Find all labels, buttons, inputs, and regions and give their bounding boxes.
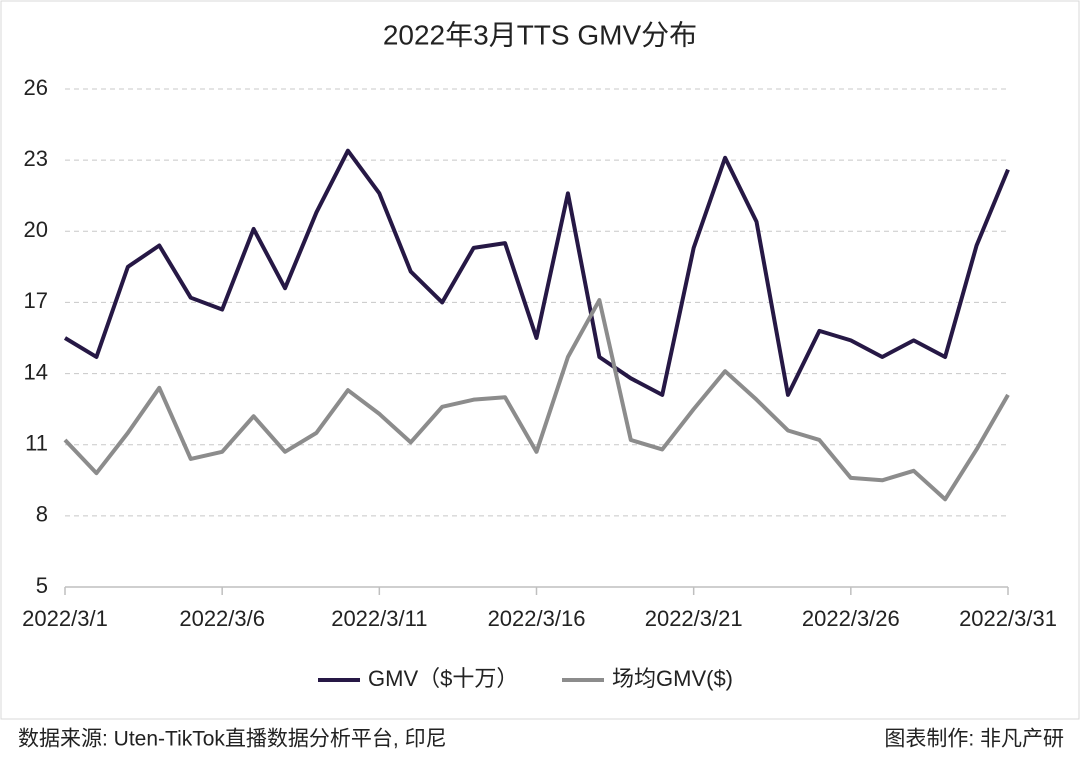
x-tick-label: 2022/3/31 <box>959 606 1057 631</box>
source-note: 数据来源: Uten-TikTok直播数据分析平台, 印尼 <box>18 728 447 751</box>
x-tick-label: 2022/3/11 <box>331 606 427 631</box>
chart-frame <box>0 0 1080 720</box>
series-line <box>63 148 1010 397</box>
chart-title: 2022年3月TTS GMV分布 <box>383 19 697 50</box>
x-tick-label: 2022/3/26 <box>802 606 900 631</box>
x-tick-label: 2022/3/21 <box>645 606 743 631</box>
x-tick-label: 2022/3/1 <box>22 606 108 631</box>
y-tick-label: 17 <box>24 288 48 313</box>
y-tick-label: 26 <box>24 75 48 100</box>
legend-label: GMV（$十万） <box>368 666 518 691</box>
x-tick-label: 2022/3/16 <box>488 606 586 631</box>
y-tick-label: 5 <box>36 573 48 598</box>
y-tick-label: 8 <box>36 502 48 527</box>
y-tick-label: 20 <box>24 217 48 242</box>
y-tick-label: 11 <box>25 431 48 456</box>
credit-note: 图表制作: 非凡产研 <box>884 728 1064 751</box>
x-tick-label: 2022/3/6 <box>179 606 265 631</box>
series-line <box>63 298 1010 502</box>
legend-label: 场均GMV($) <box>612 666 733 691</box>
y-tick-label: 14 <box>24 359 48 384</box>
y-tick-label: 23 <box>24 146 48 171</box>
